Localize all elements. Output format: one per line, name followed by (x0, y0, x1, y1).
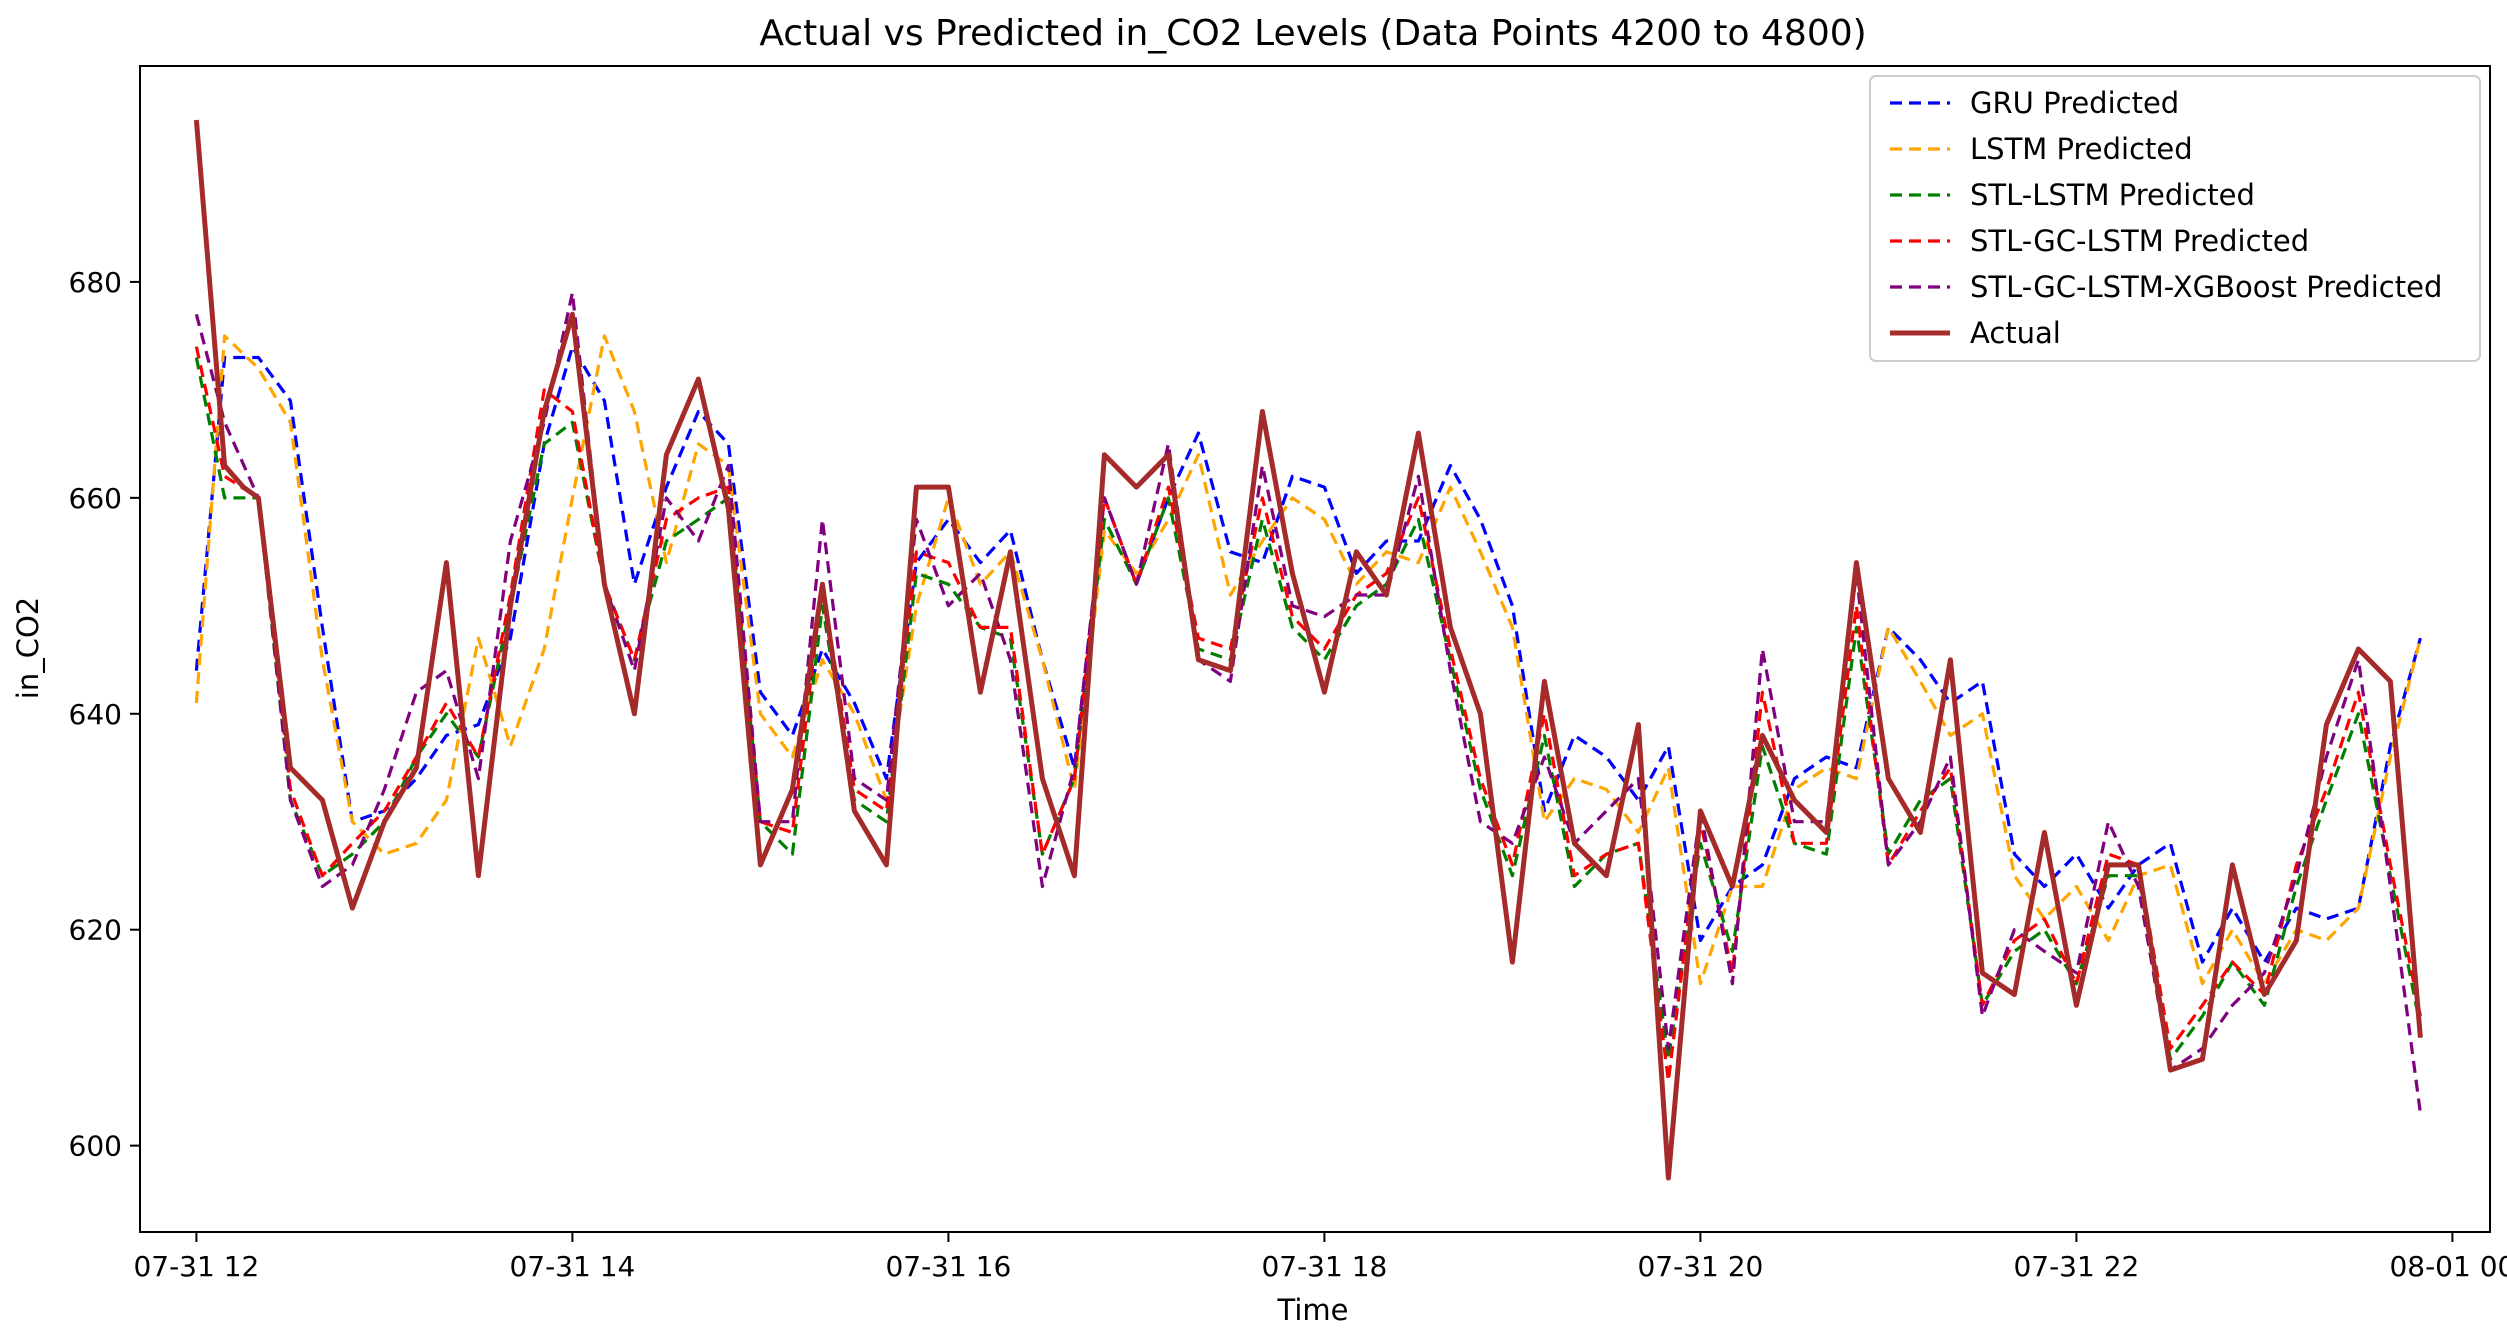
chart-title: Actual vs Predicted in_CO2 Levels (Data … (759, 13, 1866, 54)
y-tick-label: 640 (69, 698, 122, 731)
legend-label: Actual (1970, 316, 2061, 350)
series-line-stl-gc-lstm-xgboost-predicted (194, 291, 2422, 1114)
series-line-stl-gc-lstm-predicted (194, 346, 2422, 1083)
legend: GRU Predicted LSTM Predicted STL-LSTM Pred… (1869, 75, 2481, 362)
series-line-stl-lstm-predicted (194, 357, 2422, 1061)
y-tick-label: 660 (69, 482, 122, 515)
x-axis-label: Time (1277, 1293, 1349, 1327)
x-tick-label: 07-31 12 (133, 1250, 259, 1283)
legend-label: STL-GC-LSTM Predicted (1970, 224, 2309, 258)
x-axis-ticks: 07-31 12 07-31 14 07-31 16 07-31 18 07-31 20… (133, 1232, 2507, 1283)
legend-box (1869, 75, 2481, 362)
plot-area (193, 119, 2423, 1181)
legend-label: STL-LSTM Predicted (1970, 178, 2255, 212)
plot-frame (139, 65, 2491, 1233)
series-line-actual (193, 119, 2423, 1181)
legend-label: STL-GC-LSTM-XGBoost Predicted (1970, 270, 2442, 304)
x-tick-label: 08-01 00 (2389, 1250, 2507, 1283)
y-axis-label: in_CO2 (11, 597, 45, 699)
legend-label: GRU Predicted (1970, 86, 2179, 120)
x-tick-label: 07-31 22 (2013, 1250, 2139, 1283)
y-tick-label: 680 (69, 266, 122, 299)
x-tick-label: 07-31 14 (509, 1250, 635, 1283)
legend-label: LSTM Predicted (1970, 132, 2193, 166)
x-tick-label: 07-31 18 (1261, 1250, 1387, 1283)
series-line-lstm-predicted (194, 334, 2422, 986)
y-tick-label: 600 (69, 1130, 122, 1163)
x-tick-label: 07-31 16 (885, 1250, 1011, 1283)
y-axis-ticks: 600 620 640 660 680 (69, 266, 140, 1163)
series-line-gru-predicted (194, 345, 2422, 964)
y-tick-label: 620 (69, 914, 122, 947)
x-tick-label: 07-31 20 (1637, 1250, 1763, 1283)
